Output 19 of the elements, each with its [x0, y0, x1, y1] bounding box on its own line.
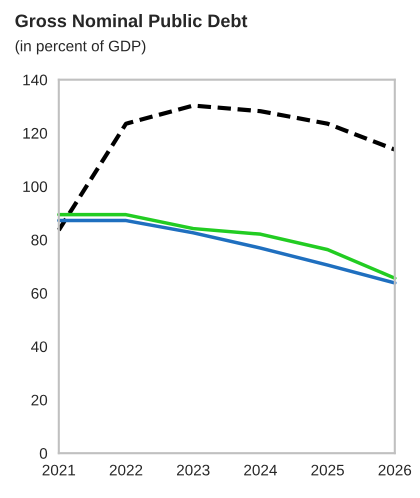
y-tick-label: 20 [31, 394, 48, 406]
y-tick-label: 40 [31, 341, 48, 352]
line-series [57, 212, 397, 280]
y-tick-label: 120 [23, 128, 48, 139]
x-tick-label: 2021 [42, 464, 76, 476]
line-series [57, 218, 397, 285]
x-tick-label: 2026 [378, 464, 412, 476]
line-series [56, 103, 397, 232]
y-tick-label: 0 [40, 448, 48, 459]
x-tick-label: 2025 [311, 464, 344, 476]
x-tick-label: 2024 [244, 464, 277, 476]
x-tick-label: 2023 [176, 464, 210, 476]
y-tick-label: 100 [23, 181, 48, 192]
chart-subtitle: (in percent of GDP) [16, 40, 146, 54]
y-tick-label: 80 [31, 234, 48, 246]
y-tick-label: 140 [23, 74, 48, 86]
y-tick-label: 60 [31, 288, 48, 299]
chart-title: Gross Nominal Public Debt [15, 14, 248, 28]
x-tick-label: 2022 [110, 464, 142, 476]
